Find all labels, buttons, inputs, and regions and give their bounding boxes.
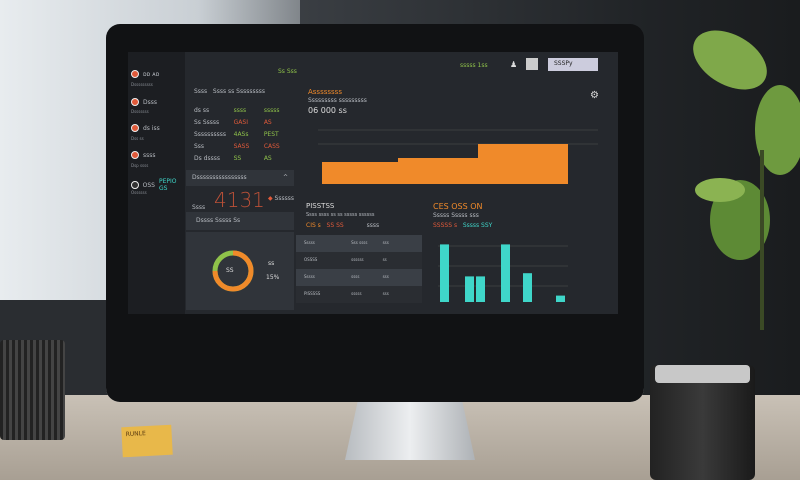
table-panel-values: CIS s SS SS ssss xyxy=(306,222,380,229)
bar-chart-values: SSSSS s Sssss SSY xyxy=(433,222,493,229)
stats-cell: SASS xyxy=(233,143,250,150)
stats-cell: Sss xyxy=(194,143,205,150)
area-chart-subtitle: Sssssssss sssssssss xyxy=(308,97,367,104)
stats-cell: ssss xyxy=(233,107,247,114)
stats-cell: Ssssssssss xyxy=(194,131,226,138)
table-cell: ssssss xyxy=(351,257,364,262)
stats-cell: sssss xyxy=(263,107,280,114)
table-cell: sssss xyxy=(351,291,362,296)
sidebar-item-3[interactable]: ds iss xyxy=(131,124,160,132)
bar xyxy=(556,295,565,302)
stats-cell: AS xyxy=(263,119,272,126)
gauge-center: SS xyxy=(226,267,234,274)
table-panel-subtitle: Ssss ssss ss ss sssss ssssss xyxy=(306,212,375,218)
table-row[interactable]: PISSSSS sssss sss xyxy=(296,286,422,303)
bar xyxy=(523,273,532,302)
avatar-icon xyxy=(131,124,139,132)
area-chart-title: Assssssss xyxy=(308,88,342,96)
stats-cell: SS xyxy=(233,155,242,162)
gauge-panel-title: Dssss Sssss Ss xyxy=(186,212,294,230)
bar-chart-title: CES OSS ON xyxy=(433,202,483,211)
table-row[interactable]: OSSSS ssssss ss xyxy=(296,252,422,269)
cup-lid xyxy=(655,365,750,383)
sidebar-sub: Dss ss xyxy=(131,136,144,141)
sidebar-item-5[interactable]: OSS PEPIO GS xyxy=(131,178,185,192)
table-cell: OSSSS xyxy=(304,257,318,262)
bar-chart xyxy=(438,244,568,302)
sticky-note: RUNLE xyxy=(121,424,173,458)
pen-holder xyxy=(0,340,65,440)
dropdown[interactable]: Dssssssssssssssss ^ xyxy=(186,170,294,186)
avatar-icon xyxy=(131,98,139,106)
avatar-icon xyxy=(131,70,139,78)
table-cell: Sssss xyxy=(304,274,315,279)
stats-cell: Ds dssss xyxy=(194,155,220,162)
menu-button[interactable] xyxy=(526,58,538,70)
table: Sssss Sss ssss sss OSSSS ssssss ss Sssss ssss ss… xyxy=(296,235,422,303)
big-number-label: Ssss xyxy=(192,204,206,211)
stats-title: Ssss Ssss ss Sssssssss xyxy=(194,88,265,95)
gauge-side-2: 15% xyxy=(266,274,280,281)
bar xyxy=(501,244,510,302)
sidebar-sub: Ossssss xyxy=(131,190,147,195)
gauge-side-1: ss xyxy=(268,260,275,267)
bar xyxy=(476,276,485,302)
bar xyxy=(440,244,449,302)
avatar-icon xyxy=(131,181,139,189)
sidebar-sub: Dsssssss xyxy=(131,109,149,114)
table-cell: ssss xyxy=(351,274,360,279)
stats-row: Sss SASS CASS xyxy=(194,143,294,155)
stats-cell: CASS xyxy=(263,143,280,150)
monitor-stand xyxy=(345,400,475,460)
dashboard-screen: ᴅᴅ ᴀᴅ Dsssssssss Dsss Dsssssss ds iss Ds… xyxy=(128,52,618,314)
sidebar-item-1[interactable]: ᴅᴅ ᴀᴅ xyxy=(131,70,159,78)
sidebar: ᴅᴅ ᴀᴅ Dsssssssss Dsss Dsssssss ds iss Ds… xyxy=(128,52,185,314)
avatar-icon xyxy=(131,151,139,159)
stats-cell: 4ASs xyxy=(233,131,249,138)
user-icon[interactable]: ♟ xyxy=(510,60,518,69)
gauge-ring xyxy=(212,250,254,292)
table-cell: sss xyxy=(382,291,389,296)
sidebar-sub: Dsssssssss xyxy=(131,82,153,87)
table-cell: ss xyxy=(382,257,387,262)
stats-cell: Ss Sssss xyxy=(194,119,220,126)
table-cell: Sss ssss xyxy=(351,240,368,245)
big-number: 4131 xyxy=(214,188,265,212)
plant xyxy=(690,0,800,330)
area-series xyxy=(322,144,568,184)
stats-row: Ds dssss SS AS xyxy=(194,155,294,167)
settings-icon[interactable]: ⚙ xyxy=(590,90,599,101)
table-cell: PISSSSS xyxy=(304,291,321,296)
table-cell: sss xyxy=(382,240,389,245)
stats-row: ds ss ssss sssss xyxy=(194,107,294,119)
table-row[interactable]: Sssss ssss sss xyxy=(296,269,422,286)
user-button[interactable]: SSSPy xyxy=(548,58,598,71)
header-center: Ss Sss xyxy=(278,68,297,75)
status-text: sssss 1ss xyxy=(460,62,488,69)
sidebar-item-2[interactable]: Dsss xyxy=(131,98,157,106)
table-row[interactable]: Sssss Sss ssss sss xyxy=(296,235,422,252)
chevron-up-icon: ^ xyxy=(282,174,288,181)
stats-row: Ss Sssss GASI AS xyxy=(194,119,294,131)
gauge-panel: SS ss 15% xyxy=(186,232,294,310)
stats-cell: ds ss xyxy=(194,107,210,114)
sidebar-item-4[interactable]: ssss xyxy=(131,151,156,159)
stats-cell: PEST xyxy=(263,131,279,138)
bar xyxy=(465,276,474,302)
stats-cell: GASI xyxy=(233,119,248,126)
big-number-tag: ◆ Ssssss xyxy=(268,195,294,202)
stats-cell: AS xyxy=(263,155,272,162)
coffee-cup xyxy=(650,365,755,480)
area-chart xyxy=(318,129,598,184)
stats-row: Ssssssssss 4ASs PEST xyxy=(194,131,294,143)
stats-table: ds ss ssss sssss Ss Sssss GASI AS Ssssssssss 4A… xyxy=(194,107,294,167)
table-cell: sss xyxy=(382,274,389,279)
sidebar-sub: Dsp ssss xyxy=(131,163,149,168)
table-panel-title: PISSTSS xyxy=(306,202,335,210)
area-chart-value: 06 000 ss xyxy=(308,106,347,115)
bar-chart-subtitle: Sssss Sssss sss xyxy=(433,212,479,219)
table-cell: Sssss xyxy=(304,240,315,245)
